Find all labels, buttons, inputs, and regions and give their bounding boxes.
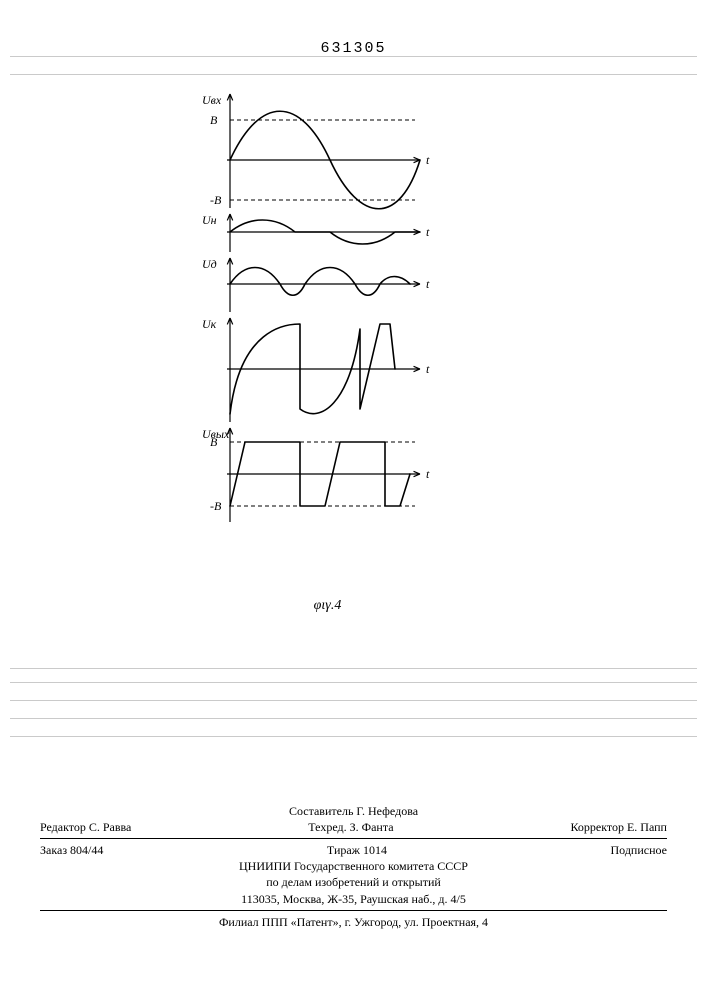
org-line-2: по делам изобретений и открытий bbox=[40, 874, 667, 890]
figure-caption: φιγ.4 bbox=[190, 598, 465, 614]
scan-line bbox=[10, 668, 697, 669]
svg-text:B: B bbox=[210, 113, 218, 127]
scan-line bbox=[10, 74, 697, 75]
address-line: 113035, Москва, Ж-35, Раушская наб., д. … bbox=[40, 891, 667, 907]
proofreader: Корректор Е. Папп bbox=[570, 819, 667, 835]
figure-block: UвхtB-BUнtUдtUкtUвыхtB-B φιγ.4 bbox=[190, 90, 465, 610]
svg-text:t: t bbox=[426, 362, 430, 376]
editor: Редактор С. Равва bbox=[40, 819, 131, 835]
scan-line bbox=[10, 682, 697, 683]
svg-text:B: B bbox=[210, 435, 218, 449]
tech-editor: Техред. З. Фанта bbox=[308, 819, 393, 835]
signed: Подписное bbox=[611, 842, 668, 858]
footer-block: Составитель Г. Нефедова Редактор С. Равв… bbox=[40, 803, 667, 930]
branch-line: Филиал ППП «Патент», г. Ужгород, ул. Про… bbox=[40, 914, 667, 930]
svg-text:Uвх: Uвх bbox=[202, 93, 222, 107]
svg-text:Uк: Uк bbox=[202, 317, 217, 331]
scan-line bbox=[10, 700, 697, 701]
svg-text:-B: -B bbox=[210, 499, 222, 513]
doc-number: 631305 bbox=[0, 40, 707, 57]
svg-text:-B: -B bbox=[210, 193, 222, 207]
compiler-line: Составитель Г. Нефедова bbox=[40, 803, 667, 819]
svg-text:t: t bbox=[426, 225, 430, 239]
svg-text:t: t bbox=[426, 153, 430, 167]
waveform-plots: UвхtB-BUнtUдtUкtUвыхtB-B bbox=[190, 90, 465, 610]
scan-line bbox=[10, 736, 697, 737]
svg-text:t: t bbox=[426, 467, 430, 481]
org-line-1: ЦНИИПИ Государственного комитета СССР bbox=[40, 858, 667, 874]
tirage: Тираж 1014 bbox=[327, 842, 387, 858]
svg-text:Uн: Uн bbox=[202, 213, 217, 227]
scan-line bbox=[10, 718, 697, 719]
svg-text:Uд: Uд bbox=[202, 257, 217, 271]
order-number: Заказ 804/44 bbox=[40, 842, 103, 858]
svg-text:t: t bbox=[426, 277, 430, 291]
